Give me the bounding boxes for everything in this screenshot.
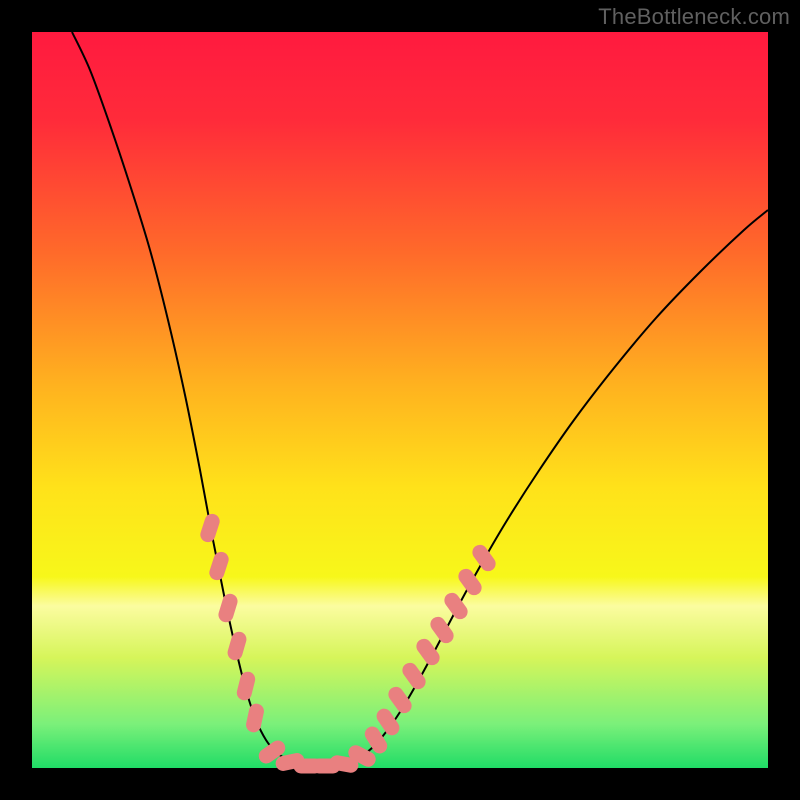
chart-stage: TheBottleneck.com [0, 0, 800, 800]
watermark-text: TheBottleneck.com [598, 4, 790, 30]
bottleneck-chart-svg [0, 0, 800, 800]
plot-area [32, 32, 768, 768]
